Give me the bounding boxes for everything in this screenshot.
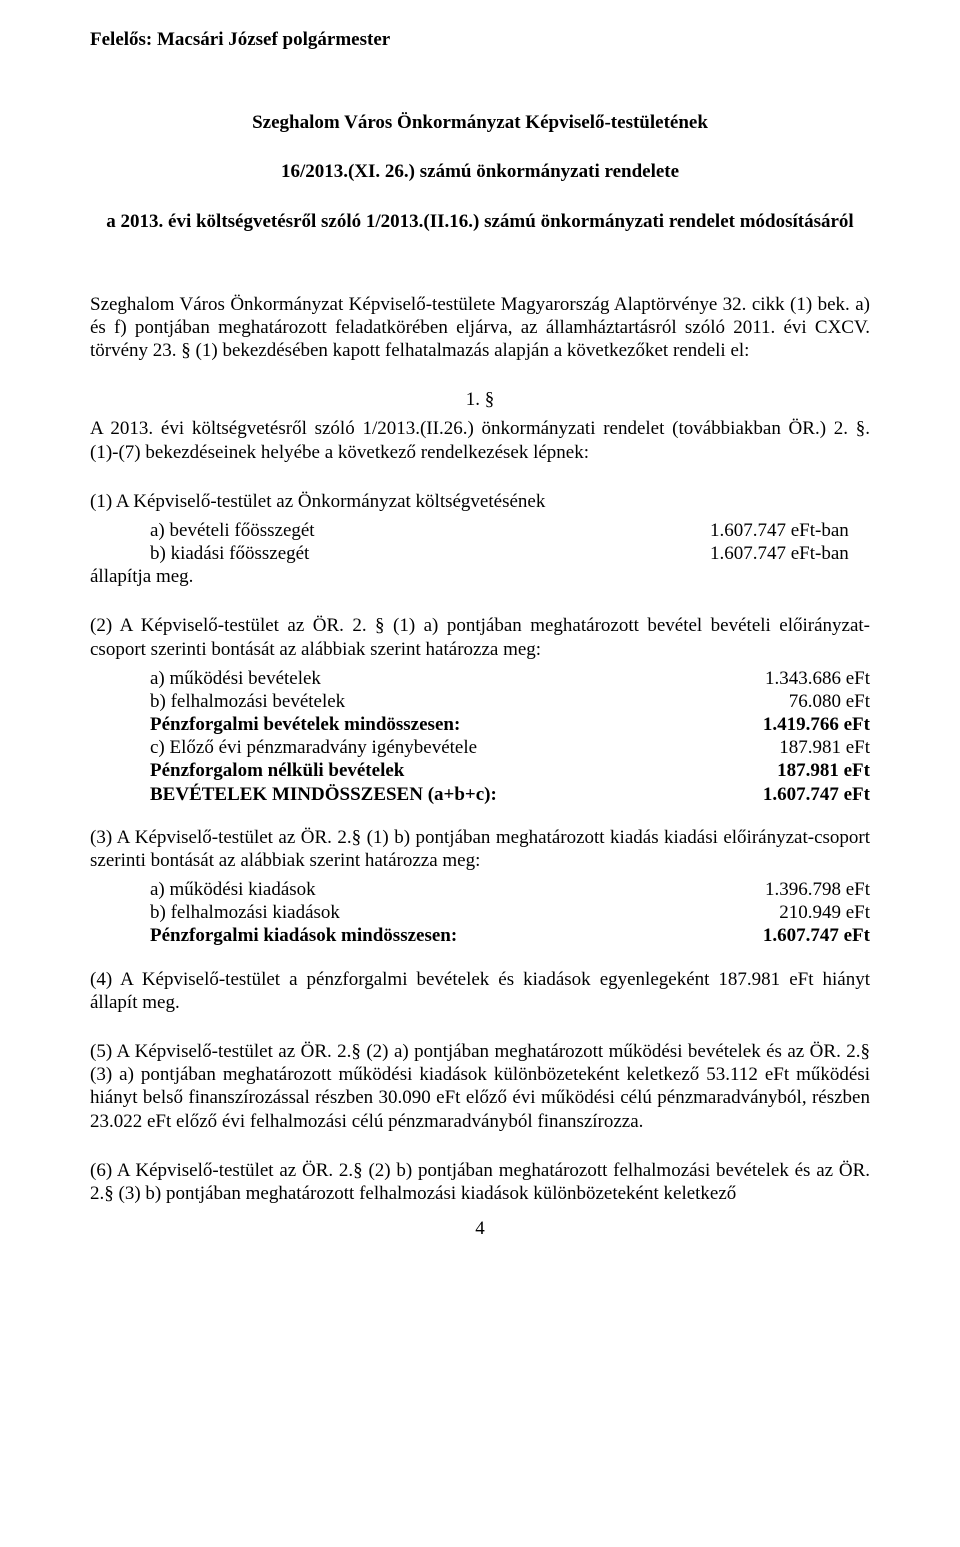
b2-c-label: c) Előző évi pénzmaradvány igénybevétele [150,736,710,759]
b2-subtotal1-label: Pénzforgalmi bevételek mindösszesen: [150,713,710,736]
b2-total-label: BEVÉTELEK MINDÖSSZESEN (a+b+c): [150,783,710,806]
b3-total-label: Pénzforgalmi kiadások mindösszesen: [150,924,710,947]
b3-a-value: 1.396.798 eFt [710,878,870,901]
b2-c-value: 187.981 eFt [710,736,870,759]
b2-b-value: 76.080 eFt [710,690,870,713]
document-page: Felelős: Macsári József polgármester Sze… [0,0,960,1547]
title-line-2: 16/2013.(XI. 26.) számú önkormányzati re… [90,160,870,183]
responsible-line: Felelős: Macsári József polgármester [90,28,870,51]
b2-a-label: a) működési bevételek [150,667,710,690]
b5-text: (5) A Képviselő-testület az ÖR. 2.§ (2) … [90,1040,870,1133]
b3-total-value: 1.607.747 eFt [710,924,870,947]
b1-items: a) bevételi főösszegét 1.607.747 eFt-ban… [90,519,870,565]
preamble: Szeghalom Város Önkormányzat Képviselő-t… [90,293,870,363]
b6-text: (6) A Képviselő-testület az ÖR. 2.§ (2) … [90,1159,870,1205]
title-line-3: a 2013. évi költségvetésről szóló 1/2013… [90,210,870,233]
b3-b-label: b) felhalmozási kiadások [150,901,710,924]
b3-items: a) működési kiadások 1.396.798 eFt b) fe… [90,878,870,948]
b3-intro: (3) A Képviselő-testület az ÖR. 2.§ (1) … [90,826,870,872]
b3-b-value: 210.949 eFt [710,901,870,924]
b2-intro: (2) A Képviselő-testület az ÖR. 2. § (1)… [90,614,870,660]
b1-intro: (1) A Képviselő-testület az Önkormányzat… [90,490,870,513]
b2-subtotal2-label: Pénzforgalom nélküli bevételek [150,759,710,782]
b1-close: állapítja meg. [90,565,870,588]
b2-total-value: 1.607.747 eFt [710,783,870,806]
title-line-1: Szeghalom Város Önkormányzat Képviselő-t… [90,111,870,134]
b2-subtotal2-value: 187.981 eFt [710,759,870,782]
b3-a-label: a) működési kiadások [150,878,710,901]
b2-a-value: 1.343.686 eFt [710,667,870,690]
b1-b-label: b) kiadási főösszegét [150,542,710,565]
b2-subtotal1-value: 1.419.766 eFt [710,713,870,736]
b1-a-label: a) bevételi főösszegét [150,519,710,542]
section-1-marker: 1. § [90,388,870,411]
lead-1: A 2013. évi költségvetésről szóló 1/2013… [90,417,870,463]
b2-items: a) működési bevételek 1.343.686 eFt b) f… [90,667,870,806]
b4-text: (4) A Képviselő-testület a pénzforgalmi … [90,968,870,1014]
b2-b-label: b) felhalmozási bevételek [150,690,710,713]
b1-b-value: 1.607.747 eFt-ban [710,542,870,565]
b1-a-value: 1.607.747 eFt-ban [710,519,870,542]
page-number: 4 [90,1217,870,1240]
